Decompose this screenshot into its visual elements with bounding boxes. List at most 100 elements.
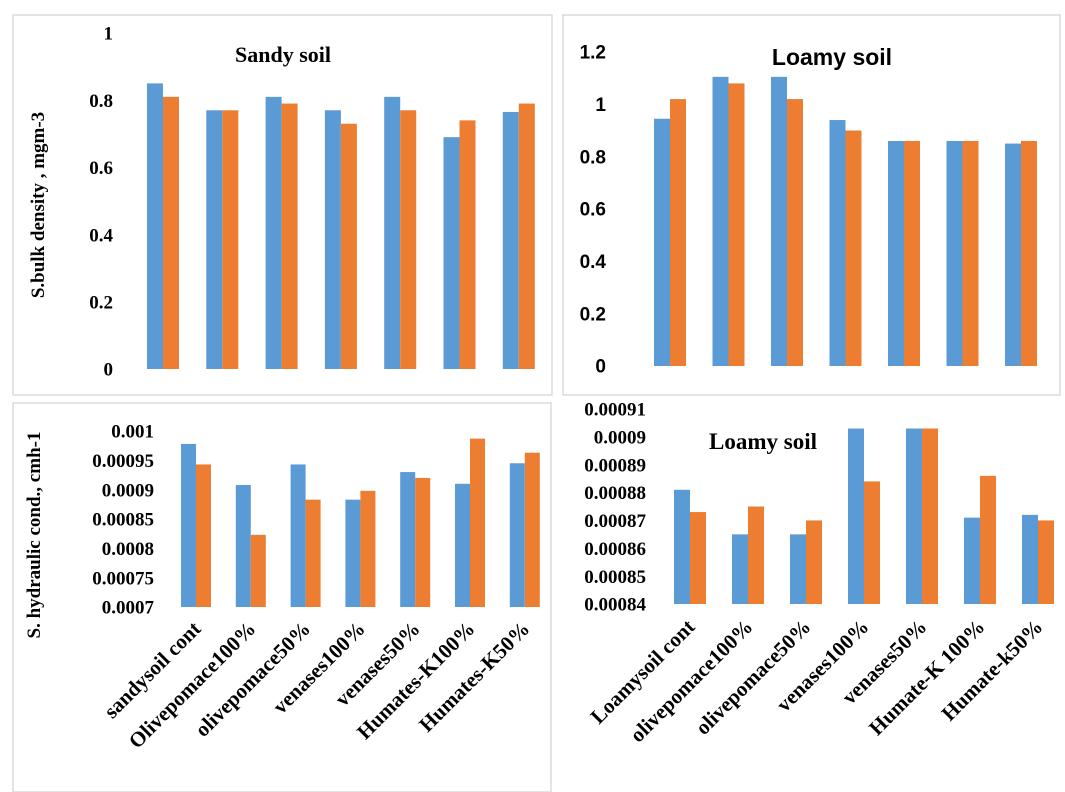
bar-series-a <box>790 534 806 604</box>
y-tick-label: 0.2 <box>580 304 606 325</box>
y-tick-label: 0.0007 <box>102 598 155 619</box>
bar-series-b <box>806 520 822 604</box>
bar-series-a <box>345 499 361 607</box>
bar-series-b <box>196 464 211 607</box>
panel-frame-loamy-bulk <box>562 14 1061 396</box>
bar-series-b <box>400 110 417 369</box>
chart-loamy-bulk-density: 0 0.2 0.4 0.6 0.8 1 1.2 Loamy soil <box>580 43 1037 378</box>
bar-series-b <box>962 140 979 366</box>
category-labels-right: Loamysoil contolivepomace100%olivepomace… <box>586 615 1048 747</box>
y-tick-label: 0.00084 <box>584 595 646 616</box>
y-tick-label: 0.4 <box>89 225 113 246</box>
bar-series-b <box>787 99 803 366</box>
bar-series-a <box>1022 514 1038 604</box>
bar-series-a <box>400 472 416 607</box>
chart-title: Loamy soil <box>772 44 892 70</box>
y-tick-label: 0.6 <box>89 158 113 179</box>
bar-series-a <box>265 96 282 369</box>
bar-series-b <box>690 512 706 604</box>
bar-series-b <box>518 103 535 369</box>
panel-frame-sandy-bulk <box>12 14 553 396</box>
bar-series-b <box>222 110 239 369</box>
y-tick-label: 0.4 <box>580 252 607 273</box>
chart-sandy-hydraulic-conductivity: 0.0007 0.00075 0.0008 0.00085 0.0009 0.00095 0… <box>24 422 540 639</box>
bar-series-a <box>906 428 922 604</box>
y-tick-label: 0.00085 <box>92 510 154 531</box>
bar-series-b <box>281 103 298 369</box>
y-tick-label: 0.001 <box>111 422 154 443</box>
chart-sandy-bulk-density: 0 0.2 0.4 0.6 0.8 1 Sandy soil S.bulk density ,… <box>28 24 535 381</box>
y-tick-label: 0 <box>104 360 114 381</box>
bar-series-a <box>147 83 163 370</box>
bar-series-a <box>654 118 670 366</box>
y-tick-label: 0.00088 <box>584 483 646 504</box>
bar-series-a <box>290 464 306 607</box>
bar-series-b <box>1021 140 1037 366</box>
y-tick-label: 0.00085 <box>584 567 646 588</box>
bar-series-b <box>728 83 745 367</box>
bar-series-b <box>845 130 862 366</box>
bar-series-b <box>250 534 266 607</box>
y-tick-label: 0.00075 <box>92 568 154 589</box>
bar-series-a <box>1005 143 1021 366</box>
bar-series-b <box>864 481 880 604</box>
bar-series-a <box>888 140 904 366</box>
bar-series-a <box>443 137 460 369</box>
bar-series-a <box>206 110 223 369</box>
y-tick-label: 0.8 <box>580 147 606 168</box>
bar-series-b <box>459 120 476 369</box>
y-tick-label: 0.00087 <box>584 511 646 532</box>
bar-series-a <box>946 140 963 366</box>
x-category-label: Humate-k50% <box>937 615 1048 726</box>
bar-series-a <box>502 111 519 370</box>
y-tick-label: 0.00095 <box>92 451 154 472</box>
bar-series-b <box>904 140 920 366</box>
y-tick-label: 1.2 <box>580 43 606 64</box>
y-tick-label: 0.0009 <box>594 428 646 449</box>
y-tick-label: 0.6 <box>580 200 606 221</box>
bar-series-a <box>829 120 846 367</box>
bar-series-a <box>964 517 980 604</box>
bar-series-b <box>340 123 357 369</box>
y-tick-label: 0.00091 <box>584 400 646 421</box>
panel-frame-sandy-hydraulic <box>12 402 552 792</box>
bar-series-b <box>922 428 938 604</box>
bar-series-a <box>455 483 470 607</box>
bar-series-b <box>980 475 996 604</box>
bar-series-b <box>305 499 321 607</box>
bar-series-a <box>732 534 748 604</box>
y-tick-label: 0.0008 <box>102 539 154 560</box>
y-tick-label: 0.00089 <box>584 455 646 476</box>
category-labels-left: sandysoil contOlivepomace100%olivepomace… <box>99 617 534 754</box>
bar-series-a <box>712 76 729 366</box>
y-tick-label: 0.8 <box>89 91 113 112</box>
bar-series-a <box>235 484 251 607</box>
bar-series-b <box>163 96 179 369</box>
y-tick-label: 0.0009 <box>102 480 154 501</box>
y-axis-label: S. hydraulic cond., cmh-1 <box>24 432 45 639</box>
bar-series-a <box>848 428 864 604</box>
bar-series-b <box>470 438 485 607</box>
bar-series-b <box>360 490 376 607</box>
bar-series-a <box>674 489 690 604</box>
y-axis-label: S.bulk density , mgm-3 <box>28 112 49 298</box>
bar-series-b <box>748 506 764 604</box>
chart-loamy-hydraulic-conductivity: 0.00084 0.00085 0.00086 0.00087 0.00088 0.000… <box>584 400 1054 616</box>
bar-series-a <box>181 443 196 607</box>
bar-series-a <box>384 96 401 369</box>
chart-title: Loamy soil <box>709 429 817 454</box>
bar-series-b <box>415 477 431 607</box>
y-tick-label: 0 <box>595 357 606 378</box>
y-tick-label: 0.2 <box>89 292 113 313</box>
y-tick-label: 1 <box>104 24 114 45</box>
bar-series-a <box>324 110 341 369</box>
bar-series-b <box>1038 520 1054 604</box>
chart-title: Sandy soil <box>235 42 331 67</box>
y-tick-label: 1 <box>595 95 606 116</box>
bar-series-a <box>509 463 525 607</box>
bar-series-b <box>670 99 686 366</box>
y-tick-label: 0.00086 <box>584 539 646 560</box>
bar-series-b <box>524 452 540 607</box>
bar-series-a <box>771 76 787 366</box>
